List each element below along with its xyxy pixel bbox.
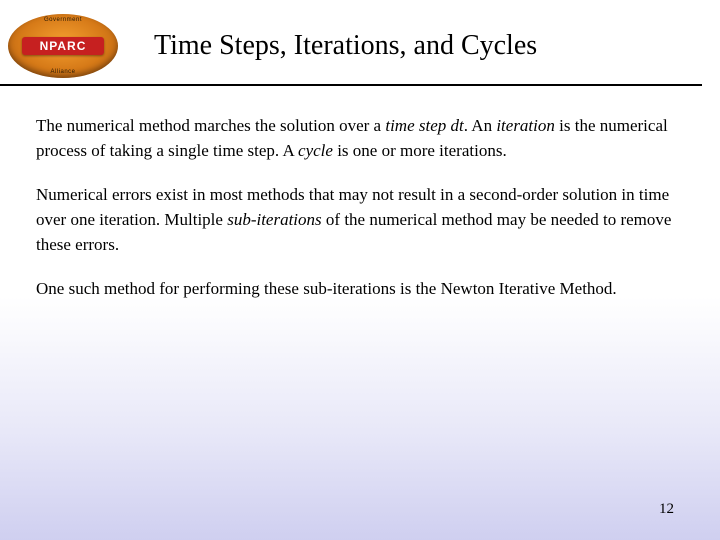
paragraph-2: Numerical errors exist in most methods t… bbox=[36, 183, 684, 257]
p3-text-1: One such method for performing these sub… bbox=[36, 279, 617, 298]
logo-band: NPARC bbox=[22, 37, 104, 55]
p1-italic-iteration: iteration bbox=[496, 116, 555, 135]
p1-text-4: is one or more iterations. bbox=[333, 141, 507, 160]
paragraph-3: One such method for performing these sub… bbox=[36, 277, 684, 302]
p1-delta-symbol: d bbox=[451, 116, 460, 135]
p1-italic-cycle: cycle bbox=[298, 141, 333, 160]
logo-arc-top-text: Government bbox=[8, 17, 118, 23]
slide-body: The numerical method marches the solutio… bbox=[0, 86, 720, 302]
p1-italic-timestep: time step bbox=[385, 116, 450, 135]
p2-italic-subiter: sub-iterations bbox=[227, 210, 321, 229]
p1-text-2: . An bbox=[464, 116, 497, 135]
slide-header: Government NPARC Alliance Time Steps, It… bbox=[0, 0, 702, 86]
slide-title: Time Steps, Iterations, and Cycles bbox=[154, 30, 537, 62]
logo-container: Government NPARC Alliance bbox=[8, 14, 138, 78]
logo-arc-bottom-text: Alliance bbox=[8, 69, 118, 75]
p1-text-1: The numerical method marches the solutio… bbox=[36, 116, 385, 135]
logo-band-text: NPARC bbox=[40, 39, 87, 53]
nparc-logo: Government NPARC Alliance bbox=[8, 14, 118, 78]
page-number: 12 bbox=[659, 501, 674, 518]
paragraph-1: The numerical method marches the solutio… bbox=[36, 114, 684, 163]
